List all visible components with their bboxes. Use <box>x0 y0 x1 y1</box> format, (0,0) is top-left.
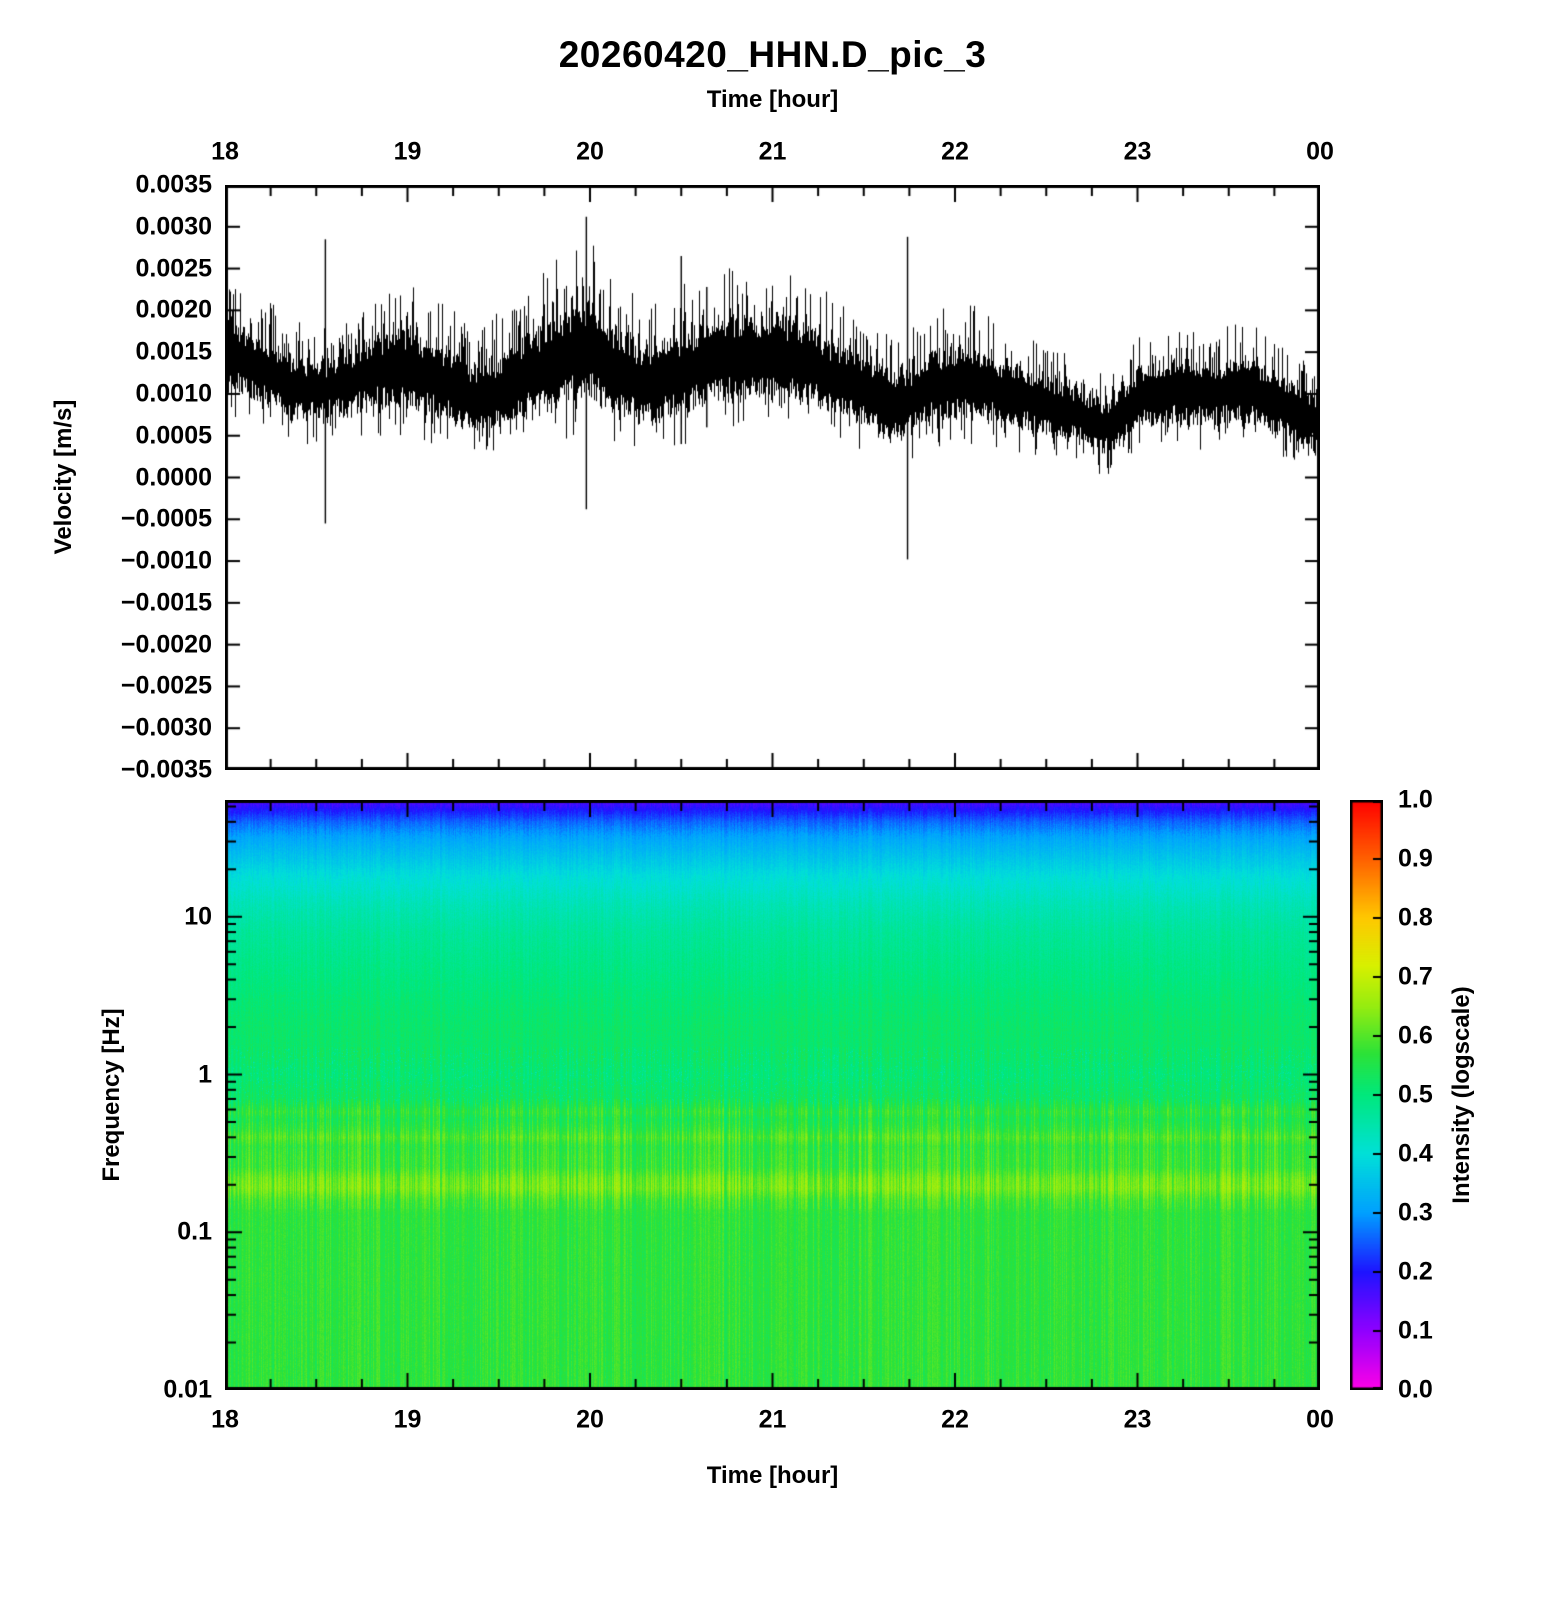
top-x-tick-label: 22 <box>941 137 969 166</box>
velocity-axis-label: Velocity [m/s] <box>50 399 77 555</box>
top-time-axis-label: Time [hour] <box>706 86 839 113</box>
bottom-x-tick-label: 19 <box>393 1405 422 1434</box>
top-x-tick-label: 19 <box>393 137 422 166</box>
colorbar-tick-label: 0.2 <box>1398 1257 1433 1286</box>
colorbar-tick-label: 0.0 <box>1398 1375 1433 1404</box>
frequency-tick-label: 0.1 <box>177 1217 212 1246</box>
velocity-tick-label: 0.0020 <box>135 295 212 324</box>
bottom-x-tick-label: 00 <box>1306 1405 1334 1434</box>
frequency-tick-label: 1 <box>198 1060 212 1089</box>
velocity-tick-label: 0.0025 <box>135 254 212 283</box>
bottom-x-tick-label: 21 <box>758 1405 787 1434</box>
colorbar-canvas <box>1350 800 1383 1390</box>
velocity-tick-label: −0.0015 <box>120 588 212 617</box>
top-x-tick-label: 23 <box>1123 137 1152 166</box>
velocity-tick-label: −0.0025 <box>120 671 212 700</box>
velocity-tick-label: −0.0035 <box>120 755 212 784</box>
colorbar-tick-label: 0.5 <box>1398 1080 1433 1109</box>
colorbar-axis-label: Intensity (logscale) <box>1448 986 1475 1204</box>
colorbar-tick-label: 0.3 <box>1398 1198 1433 1227</box>
colorbar-tick-label: 0.1 <box>1398 1316 1433 1345</box>
figure-title: 20260420_HHN.D_pic_3 <box>558 34 987 75</box>
velocity-tick-label: 0.0035 <box>135 170 212 199</box>
top-x-tick-label: 20 <box>576 137 604 166</box>
velocity-tick-label: −0.0005 <box>120 504 212 533</box>
velocity-tick-label: −0.0020 <box>120 630 212 659</box>
colorbar-tick-label: 0.7 <box>1398 962 1433 991</box>
velocity-tick-label: 0.0030 <box>135 212 212 241</box>
frequency-axis-label: Frequency [Hz] <box>98 1008 125 1182</box>
colorbar-tick-label: 0.9 <box>1398 844 1433 873</box>
velocity-tick-label: 0.0015 <box>135 337 212 366</box>
top-x-tick-label: 00 <box>1306 137 1334 166</box>
spectrogram-plot-canvas <box>225 800 1320 1390</box>
colorbar-tick-label: 0.6 <box>1398 1021 1433 1050</box>
top-x-tick-label: 21 <box>758 137 787 166</box>
velocity-tick-label: 0.0005 <box>135 421 212 450</box>
colorbar-tick-label: 0.4 <box>1398 1139 1433 1168</box>
velocity-tick-label: −0.0010 <box>120 546 212 575</box>
top-x-tick-label: 18 <box>211 137 239 166</box>
velocity-tick-label: −0.0030 <box>120 713 212 742</box>
frequency-tick-label: 0.01 <box>163 1375 212 1404</box>
bottom-x-tick-label: 23 <box>1123 1405 1152 1434</box>
velocity-tick-label: 0.0000 <box>135 463 212 491</box>
velocity-tick-label: 0.0010 <box>135 379 212 408</box>
waveform-plot-canvas <box>225 185 1320 770</box>
colorbar-tick-label: 1.0 <box>1398 785 1433 814</box>
frequency-tick-label: 10 <box>184 902 212 931</box>
bottom-time-axis-label: Time [hour] <box>706 1462 839 1489</box>
colorbar-tick-label: 0.8 <box>1398 903 1433 932</box>
bottom-x-tick-label: 18 <box>211 1405 239 1434</box>
bottom-x-tick-label: 20 <box>576 1405 604 1434</box>
bottom-x-tick-label: 22 <box>941 1405 969 1434</box>
